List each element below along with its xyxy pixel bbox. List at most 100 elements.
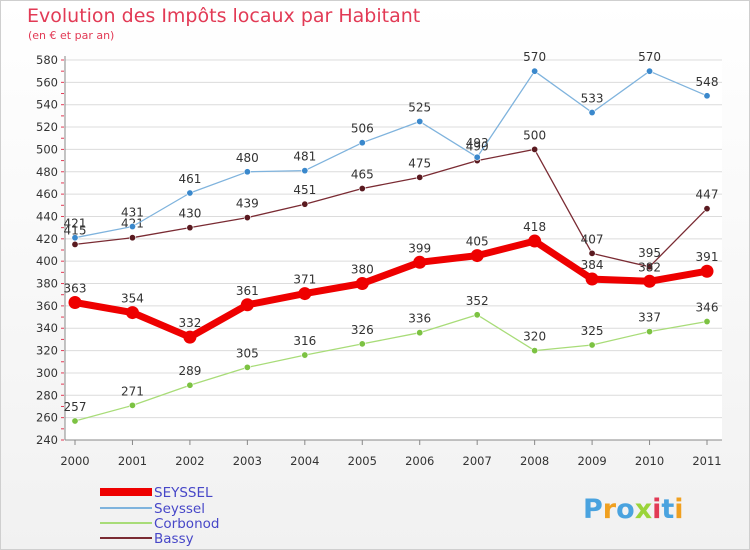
y-tick-label: 460	[36, 187, 58, 201]
data-point-corbonod	[358, 340, 366, 348]
data-label-corbonod: 316	[293, 334, 316, 348]
x-tick-label: 2008	[520, 454, 549, 468]
data-point-seyssel	[416, 117, 424, 125]
data-point-corbonod	[531, 347, 539, 355]
data-label-corbonod: 336	[408, 312, 431, 326]
y-tick-label: 340	[36, 321, 58, 335]
x-tick-label: 2000	[60, 454, 89, 468]
y-tick-label: 480	[36, 165, 58, 179]
data-label-bassy: 439	[236, 197, 259, 211]
logo-letter: x	[635, 494, 652, 525]
data-label-seyssel: 354	[121, 292, 144, 306]
chart-title: Evolution des Impôts locaux par Habitant	[27, 5, 421, 27]
data-label-corbonod: 305	[236, 346, 259, 360]
data-point-seyssel	[128, 223, 136, 231]
data-label-seyssel: 405	[466, 235, 489, 249]
data-label-seyssel: 431	[121, 206, 144, 220]
data-point-seyssel	[531, 67, 539, 75]
proxiti-logo: Proxiti	[583, 494, 684, 525]
x-tick-label: 2010	[635, 454, 664, 468]
y-tick-label: 560	[36, 75, 58, 89]
data-label-bassy: 395	[638, 246, 661, 260]
data-label-seyssel: 371	[293, 273, 316, 287]
data-point-seyssel	[243, 168, 251, 176]
data-point-bassy	[588, 249, 596, 257]
data-label-seyssel: 548	[696, 75, 719, 89]
data-label-seyssel: 481	[293, 150, 316, 164]
data-point-seyssel	[413, 255, 427, 269]
data-label-seyssel: 570	[638, 50, 661, 64]
plot-area	[65, 60, 722, 440]
data-point-seyssel	[585, 272, 599, 286]
data-label-seyssel: 418	[523, 220, 546, 234]
y-tick-label: 380	[36, 277, 58, 291]
x-tick-label: 2005	[348, 454, 377, 468]
data-label-corbonod: 326	[351, 323, 374, 337]
data-point-corbonod	[128, 401, 136, 409]
data-label-seyssel: 421	[64, 217, 87, 231]
x-tick-label: 2006	[405, 454, 434, 468]
data-label-seyssel: 391	[696, 250, 719, 264]
y-tick-label: 580	[36, 53, 58, 67]
data-label-corbonod: 352	[466, 294, 489, 308]
data-label-bassy: 430	[178, 207, 201, 221]
data-point-seyssel	[68, 296, 82, 310]
data-point-seyssel	[71, 234, 79, 242]
data-point-corbonod	[646, 328, 654, 336]
data-point-seyssel	[301, 167, 309, 175]
series-line-bassy	[74, 148, 708, 268]
data-label-corbonod: 346	[696, 301, 719, 315]
data-label-seyssel: 533	[581, 92, 604, 106]
data-label-seyssel: 480	[236, 151, 259, 165]
legend-label-corbonod: Corbonod	[154, 516, 219, 532]
data-label-seyssel: 506	[351, 122, 374, 136]
data-label-corbonod: 337	[638, 311, 661, 325]
y-tick-label: 440	[36, 209, 58, 223]
y-tick-label: 320	[36, 344, 58, 358]
data-point-seyssel	[125, 306, 139, 320]
data-point-seyssel	[355, 277, 369, 291]
legend-label-seyssel: Seyssel	[154, 501, 205, 517]
series-line-seyssel	[74, 70, 708, 239]
y-tick-label: 500	[36, 142, 58, 156]
data-label-corbonod: 257	[64, 400, 87, 414]
data-point-seyssel	[470, 249, 484, 263]
data-label-seyssel: 570	[523, 50, 546, 64]
data-point-seyssel	[183, 330, 197, 344]
data-point-seyssel	[588, 109, 596, 117]
data-label-bassy: 490	[466, 140, 489, 154]
data-point-seyssel	[298, 287, 312, 301]
data-point-seyssel	[643, 274, 657, 288]
x-tick-label: 2011	[692, 454, 721, 468]
data-label-seyssel: 493	[466, 136, 489, 150]
data-label-bassy: 475	[408, 156, 431, 170]
y-tick-label: 360	[36, 299, 58, 313]
logo-letter: o	[616, 494, 635, 525]
data-point-bassy	[358, 185, 366, 193]
data-point-bassy	[71, 240, 79, 248]
data-point-bassy	[416, 173, 424, 181]
data-label-corbonod: 325	[581, 324, 604, 338]
data-label-seyssel: 380	[351, 263, 374, 277]
y-tick-label: 280	[36, 388, 58, 402]
data-label-seyssel: 382	[638, 260, 661, 274]
data-point-bassy	[531, 145, 539, 153]
x-tick-label: 2009	[577, 454, 606, 468]
data-label-bassy: 407	[581, 232, 604, 246]
chart-subtitle: (en € et par an)	[28, 29, 115, 42]
data-label-bassy: 451	[293, 183, 316, 197]
series-line-corbonod	[74, 314, 708, 422]
data-label-corbonod: 320	[523, 330, 546, 344]
data-label-bassy: 465	[351, 168, 374, 182]
y-tick-label: 260	[36, 411, 58, 425]
logo-letter: r	[603, 494, 617, 525]
data-point-bassy	[703, 205, 711, 213]
data-point-corbonod	[416, 329, 424, 337]
data-point-corbonod	[703, 318, 711, 326]
y-tick-label: 400	[36, 254, 58, 268]
data-point-bassy	[128, 234, 136, 242]
x-tick-label: 2002	[175, 454, 204, 468]
data-point-corbonod	[243, 363, 251, 371]
data-point-bassy	[301, 200, 309, 208]
